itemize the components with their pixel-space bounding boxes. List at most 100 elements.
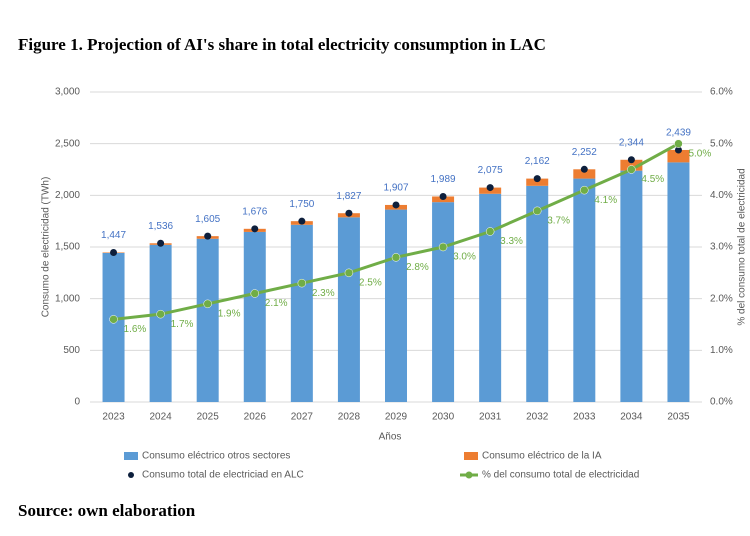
y-tick-label: 1,500 <box>55 242 80 253</box>
y-tick-label: 3,000 <box>55 87 80 98</box>
total-dot <box>110 248 118 256</box>
data-label: 1.9% <box>218 308 241 319</box>
x-tick-label: 2025 <box>197 412 220 423</box>
y2-tick-label: 2.0% <box>710 293 733 304</box>
bar-segment <box>667 149 690 163</box>
source-note: Source: own elaboration <box>18 501 196 520</box>
bar-segment <box>573 178 596 402</box>
data-label: 2,344 <box>619 137 644 148</box>
legend-swatch <box>465 471 473 479</box>
x-tick-label: 2027 <box>291 412 314 423</box>
data-label: 2,162 <box>525 156 550 167</box>
data-label: 4.5% <box>641 174 664 185</box>
y-axis-title: Consumo de electricidad (TWh) <box>41 177 52 318</box>
bar-segment <box>432 202 455 402</box>
y-tick-label: 1,000 <box>55 293 80 304</box>
data-label: 1,827 <box>336 191 361 202</box>
line-marker <box>674 139 683 148</box>
y-tick-label: 2,000 <box>55 190 80 201</box>
x-tick-label: 2030 <box>432 412 455 423</box>
data-label: 2.8% <box>406 262 429 273</box>
data-label: 2.5% <box>359 277 382 288</box>
y-tick-label: 2,500 <box>55 138 80 149</box>
legend-swatch <box>464 452 478 460</box>
x-tick-label: 2028 <box>338 412 361 423</box>
x-axis-title: Años <box>379 432 402 443</box>
total-dot <box>674 146 682 154</box>
data-label: 2,439 <box>666 128 691 139</box>
total-dot <box>486 184 494 192</box>
data-label: 1,676 <box>242 206 267 217</box>
x-tick-label: 2032 <box>526 412 549 423</box>
line-marker <box>627 165 636 174</box>
data-label: 1.7% <box>171 319 194 330</box>
x-tick-label: 2023 <box>102 412 125 423</box>
line-marker <box>532 206 542 216</box>
y2-tick-label: 6.0% <box>710 87 733 98</box>
data-label: 1,536 <box>148 221 173 232</box>
data-label: 2,252 <box>572 147 597 158</box>
total-dot <box>439 192 447 200</box>
data-label: 1,750 <box>289 199 314 210</box>
y2-tick-label: 0.0% <box>710 397 733 408</box>
line-marker <box>250 289 260 298</box>
line-marker <box>109 315 118 324</box>
total-dot <box>392 201 400 209</box>
legend-label: % del consumo total de electricidad <box>482 470 639 481</box>
bar-segment <box>243 231 266 402</box>
x-tick-label: 2024 <box>149 412 172 423</box>
bar-segment <box>385 209 407 402</box>
data-label: 1,907 <box>383 183 408 194</box>
total-dot <box>251 225 259 233</box>
bar-segment <box>620 170 643 402</box>
line-marker <box>438 242 448 252</box>
x-tick-label: 2034 <box>620 412 643 423</box>
bar-segment <box>290 224 313 402</box>
line-marker <box>485 227 495 236</box>
bar-segment <box>526 185 549 402</box>
bar-segment <box>573 169 596 179</box>
total-dot <box>580 165 588 173</box>
line-marker <box>391 253 401 262</box>
data-label: 2,075 <box>478 165 503 176</box>
data-label: 1,989 <box>431 174 456 185</box>
data-label: 2.1% <box>265 298 288 309</box>
data-label: 3.7% <box>547 215 570 226</box>
data-label: 1.6% <box>124 324 147 335</box>
total-dot <box>533 175 541 183</box>
y-tick-label: 500 <box>63 345 80 356</box>
x-tick-label: 2035 <box>667 412 690 423</box>
y2-tick-label: 1.0% <box>710 345 733 356</box>
legend-swatch <box>124 452 138 460</box>
bar-segment <box>479 193 502 402</box>
bar-segment <box>149 244 172 402</box>
total-dot <box>157 239 165 247</box>
total-dot <box>627 156 635 164</box>
x-tick-label: 2031 <box>479 412 502 423</box>
legend-label: Consumo eléctrico de la IA <box>482 451 602 462</box>
data-label: 1,605 <box>195 214 220 225</box>
total-dot <box>298 217 306 225</box>
data-label: 5.0% <box>688 148 711 159</box>
data-label: 1,447 <box>101 230 126 241</box>
y2-tick-label: 5.0% <box>710 138 733 149</box>
data-label: 2.3% <box>312 288 335 299</box>
x-tick-label: 2033 <box>573 412 596 423</box>
chart-title: Figure 1. Projection of AI's share in to… <box>18 35 546 54</box>
data-label: 4.1% <box>594 195 617 206</box>
legend-label: Consumo total de electriciad en ALC <box>142 470 304 481</box>
bar-segment <box>667 162 690 402</box>
y2-axis-title: % del consumo total de electricidad <box>737 168 748 325</box>
y2-tick-label: 3.0% <box>710 242 733 253</box>
x-tick-label: 2029 <box>385 412 408 423</box>
x-tick-label: 2026 <box>244 412 267 423</box>
bar-segment <box>102 252 125 402</box>
data-label: 3.3% <box>500 236 523 247</box>
line-marker <box>156 309 165 319</box>
data-label: 3.0% <box>453 252 476 263</box>
bar-segment <box>526 178 549 186</box>
total-dot <box>204 232 212 240</box>
bar-segment <box>196 238 219 402</box>
legend-label: Consumo eléctrico otros sectores <box>142 451 290 462</box>
line-marker <box>203 299 212 309</box>
